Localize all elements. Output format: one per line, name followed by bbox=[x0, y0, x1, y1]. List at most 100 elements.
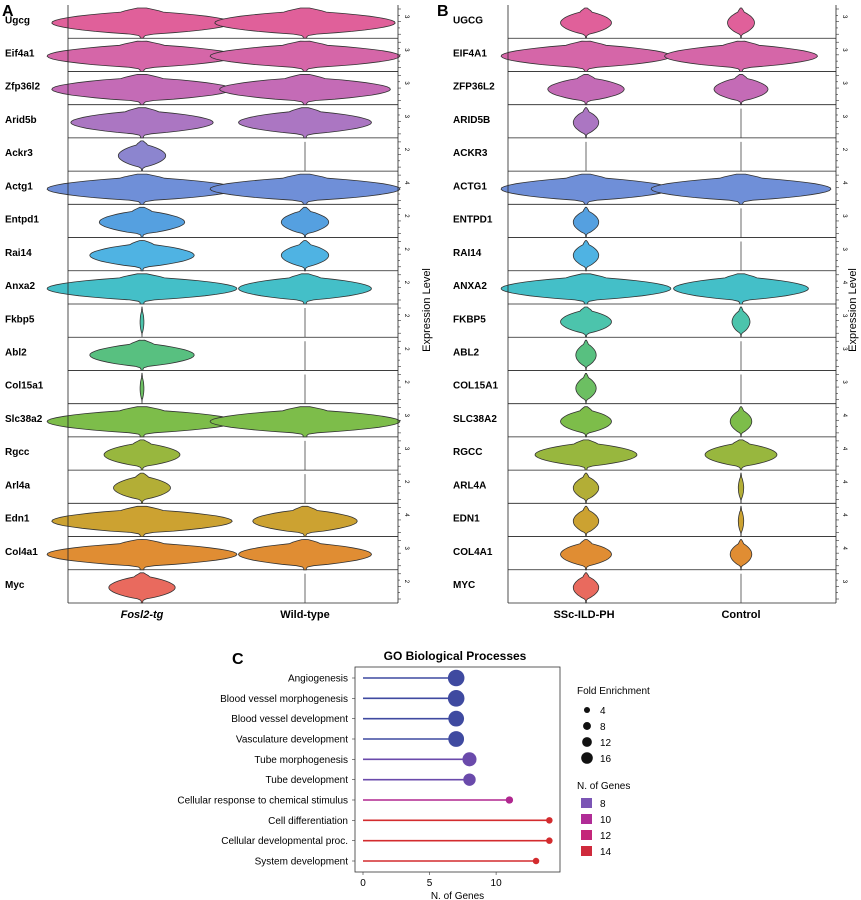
category-label: Cellular developmental proc. bbox=[221, 836, 348, 847]
violin bbox=[46, 406, 238, 438]
violin bbox=[70, 107, 214, 139]
violin-row: 4 ANXA2 bbox=[453, 273, 847, 305]
tick-label: 2 bbox=[403, 248, 409, 252]
violin bbox=[280, 206, 330, 238]
chart-title: GO Biological Processes bbox=[384, 649, 527, 663]
legend-size-label: 16 bbox=[600, 754, 612, 765]
violin-row: 3 FKBP5 bbox=[453, 306, 847, 338]
violin-row: 2 Ackr3 bbox=[5, 140, 409, 172]
plot-frame bbox=[354, 666, 561, 873]
tick-label: 4 bbox=[841, 547, 847, 551]
legend-color-label: 12 bbox=[600, 831, 612, 842]
gene-label: Arl4a bbox=[5, 480, 30, 491]
legend-color-swatch bbox=[581, 798, 592, 808]
gene-label: ABL2 bbox=[453, 347, 480, 358]
violin bbox=[737, 505, 745, 537]
category-label: Tube development bbox=[266, 775, 349, 786]
violin bbox=[664, 40, 818, 72]
group-label: SSc-ILD-PH bbox=[553, 609, 614, 621]
violin-row: 4 Edn1 bbox=[5, 505, 409, 537]
violin-row: 3 UGCG bbox=[453, 7, 847, 39]
tick-label: 3 bbox=[841, 347, 847, 351]
tick-label: 3 bbox=[403, 547, 409, 551]
violin bbox=[98, 206, 186, 238]
legend-size-label: 8 bbox=[600, 722, 606, 733]
legend-size-dot bbox=[582, 737, 592, 747]
tick-label: 3 bbox=[841, 580, 847, 584]
violin-row: 3 ABL2 bbox=[453, 339, 847, 371]
lollipop-dot bbox=[532, 857, 540, 865]
violin bbox=[560, 539, 612, 571]
violin bbox=[534, 439, 638, 471]
gene-label: Entpd1 bbox=[5, 215, 39, 226]
gene-label: MYC bbox=[453, 580, 475, 591]
legend-color-label: 8 bbox=[600, 799, 606, 810]
violin bbox=[103, 439, 181, 471]
gene-label: Arid5b bbox=[5, 115, 37, 126]
violin-row: 3 Zfp36l2 bbox=[5, 73, 409, 106]
violin bbox=[560, 406, 612, 438]
legend-size-dot bbox=[583, 722, 591, 730]
violin bbox=[209, 406, 401, 438]
lollipop-dot bbox=[546, 837, 553, 844]
tick-label: 4 bbox=[841, 181, 847, 185]
x-tick-label: 10 bbox=[491, 878, 503, 889]
violin bbox=[280, 240, 330, 272]
violin bbox=[238, 539, 372, 571]
gene-label: Ackr3 bbox=[5, 148, 33, 159]
legend-color-label: 10 bbox=[600, 815, 612, 826]
violin-row: 2 Anxa2 bbox=[5, 273, 409, 305]
violin-row: 3 RAI14 bbox=[453, 240, 847, 272]
gene-label: EDN1 bbox=[453, 514, 480, 525]
violin-row: 4 COL4A1 bbox=[453, 539, 847, 571]
lollipop-dot bbox=[447, 669, 465, 687]
violin bbox=[51, 7, 233, 39]
violin bbox=[729, 539, 753, 571]
tick-label: 2 bbox=[403, 580, 409, 584]
tick-label: 4 bbox=[403, 513, 409, 517]
gene-label: EIF4A1 bbox=[453, 48, 487, 59]
tick-label: 3 bbox=[403, 447, 409, 451]
gene-label: COL4A1 bbox=[453, 547, 493, 558]
lollipop-dot bbox=[447, 690, 465, 707]
violin bbox=[713, 73, 769, 106]
category-label: System development bbox=[255, 857, 349, 868]
violin bbox=[238, 273, 372, 305]
violin bbox=[51, 505, 233, 537]
violin-row: 2 Entpd1 bbox=[5, 206, 409, 238]
tick-label: 3 bbox=[403, 115, 409, 119]
violin bbox=[108, 572, 176, 604]
violin bbox=[575, 372, 597, 405]
tick-label: 3 bbox=[841, 48, 847, 52]
tick-label: 4 bbox=[841, 281, 847, 285]
violin-row: 3 Col4a1 bbox=[5, 539, 409, 571]
category-label: Cellular response to chemical stimulus bbox=[177, 796, 348, 807]
legend-title: N. of Genes bbox=[577, 781, 630, 792]
violin-row: 3 EIF4A1 bbox=[453, 40, 847, 72]
gene-label: ARID5B bbox=[453, 115, 490, 126]
tick-label: 4 bbox=[403, 181, 409, 185]
violin bbox=[572, 240, 600, 272]
violin bbox=[139, 372, 145, 404]
category-label: Blood vessel development bbox=[231, 714, 348, 725]
violin-row: 4 ACTG1 bbox=[453, 173, 847, 205]
y-axis-label: Expression Level bbox=[847, 268, 859, 352]
tick-label: 3 bbox=[841, 15, 847, 19]
lollipop-dot bbox=[463, 773, 476, 786]
tick-label: 3 bbox=[841, 115, 847, 119]
violin bbox=[650, 173, 832, 205]
tick-label: 3 bbox=[841, 248, 847, 252]
y-axis-label: Expression Level bbox=[421, 268, 433, 352]
violin bbox=[51, 73, 233, 106]
tick-label: 3 bbox=[841, 81, 847, 85]
violin-row: 2 Col15a1 bbox=[5, 372, 409, 405]
panel-letter: C bbox=[232, 651, 244, 668]
violin bbox=[731, 306, 751, 338]
violin-row: 4 Actg1 bbox=[5, 173, 409, 205]
violin bbox=[500, 273, 672, 305]
violin bbox=[560, 306, 612, 338]
gene-label: ENTPD1 bbox=[453, 215, 493, 226]
gene-label: Ugcg bbox=[5, 15, 30, 26]
tick-label: 2 bbox=[403, 281, 409, 285]
violin bbox=[89, 240, 195, 272]
